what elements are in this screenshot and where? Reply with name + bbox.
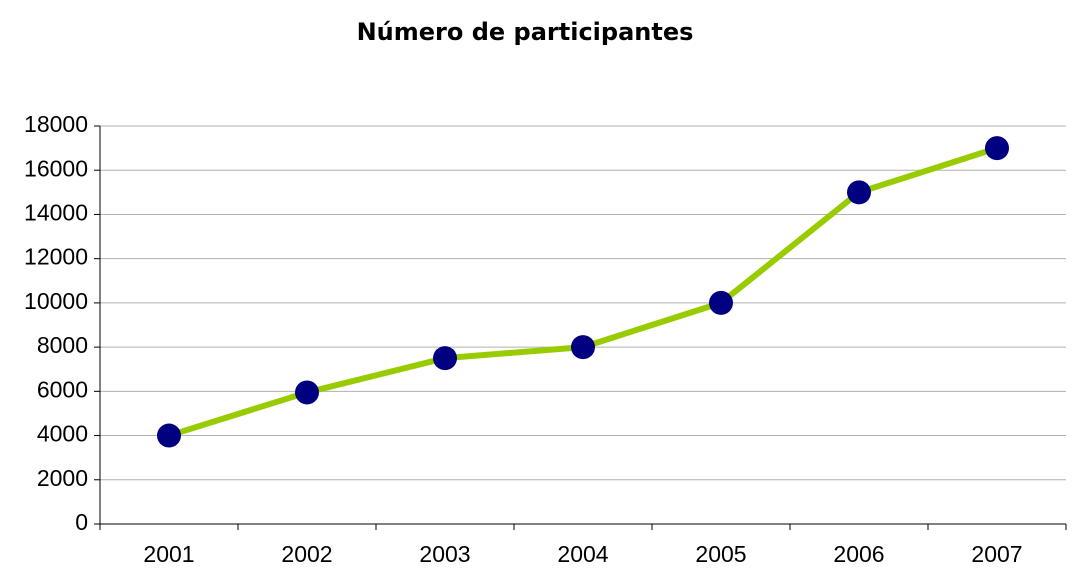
chart-title: Número de participantes [357,18,694,46]
y-tick-label: 0 [75,509,88,535]
data-point [709,290,733,315]
x-tick-label: 2004 [557,541,608,567]
y-tick-label: 4000 [37,421,88,447]
x-tick-label: 2007 [971,541,1022,567]
data-point [571,335,595,360]
y-tick-label: 8000 [37,332,88,358]
y-tick-label: 10000 [24,288,88,314]
x-tick-label: 2005 [695,541,746,567]
y-tick-label: 6000 [37,376,88,402]
y-tick-label: 14000 [24,200,88,226]
data-point [157,423,181,448]
data-point [985,136,1009,161]
data-point [847,180,871,205]
x-tick-label: 2001 [143,541,194,567]
x-tick-label: 2006 [833,541,884,567]
y-tick-label: 18000 [24,111,88,137]
y-tick-label: 16000 [24,155,88,181]
x-tick-label: 2002 [281,541,332,567]
y-tick-label: 12000 [24,244,88,270]
x-tick-label: 2003 [419,541,470,567]
data-point [433,346,457,371]
data-line [168,145,998,439]
y-tick-label: 2000 [37,465,88,491]
data-point [295,380,319,405]
